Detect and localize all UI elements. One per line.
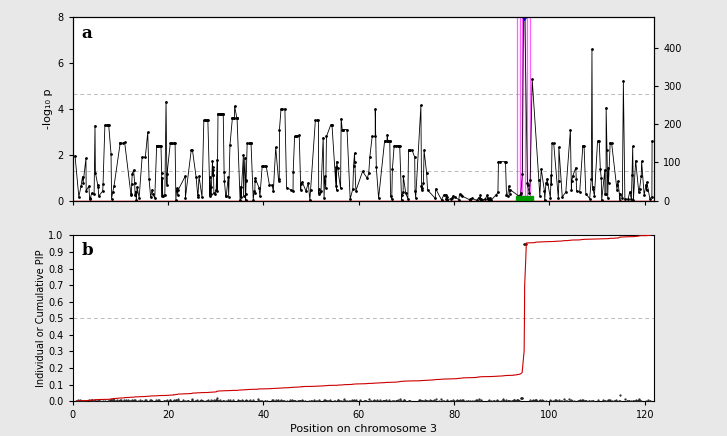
Bar bbox=[516, 197, 533, 201]
Text: b: b bbox=[81, 242, 93, 259]
Y-axis label: Individual or Cumulative PIP: Individual or Cumulative PIP bbox=[36, 249, 46, 387]
Y-axis label: -log₁₀ p: -log₁₀ p bbox=[43, 89, 53, 129]
X-axis label: Position on chromosome 3: Position on chromosome 3 bbox=[290, 424, 437, 434]
Text: a: a bbox=[81, 25, 92, 42]
